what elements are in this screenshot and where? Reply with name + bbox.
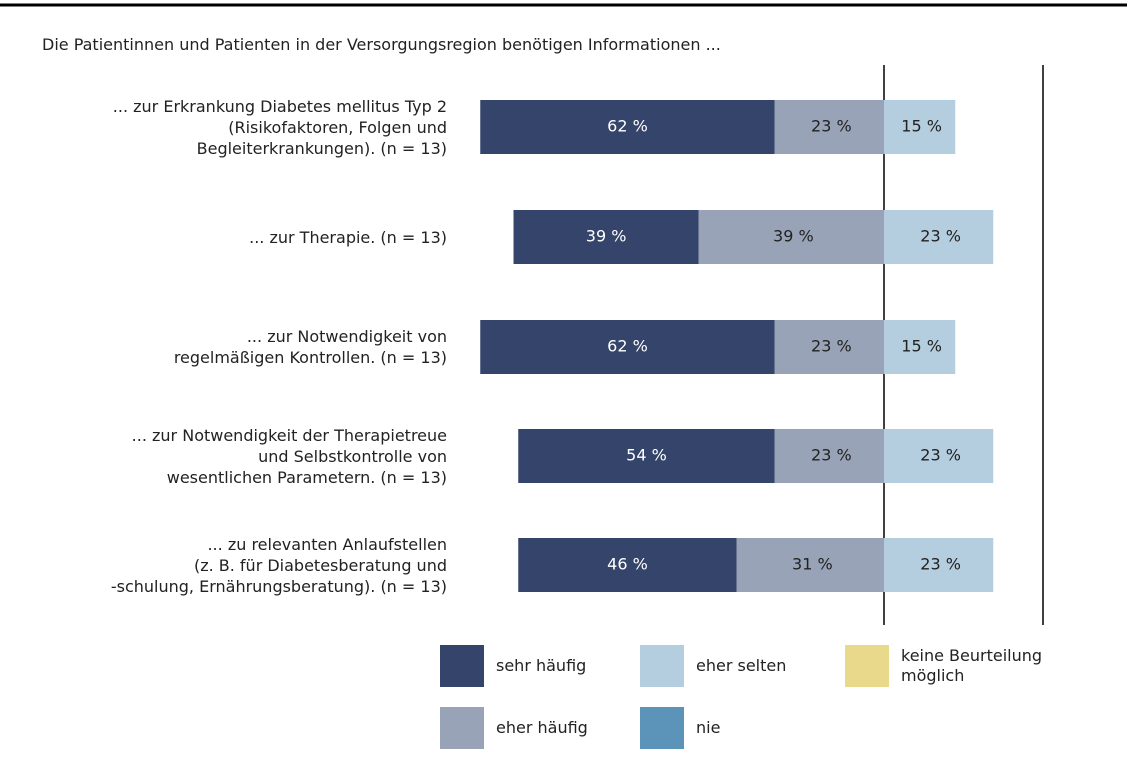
bar-segment	[736, 538, 884, 592]
bar-segment	[518, 538, 737, 592]
value-label: 23 %	[811, 446, 852, 465]
legend-label: eher häufig	[496, 718, 588, 737]
legend-label: eher selten	[696, 656, 787, 675]
bar-segment	[518, 429, 775, 483]
bar-segment	[480, 320, 775, 374]
value-label: 46 %	[607, 555, 648, 574]
value-label: 23 %	[920, 446, 961, 465]
chart-title: Die Patientinnen und Patienten in der Ve…	[42, 35, 721, 54]
bar-segment	[884, 538, 994, 592]
legend-label: keine Beurteilung möglich	[901, 646, 1043, 685]
legend-swatch	[640, 645, 684, 687]
value-label: 31 %	[792, 555, 833, 574]
value-label: 62 %	[607, 337, 648, 356]
value-label: 54 %	[626, 446, 667, 465]
bar-segment	[884, 100, 956, 154]
bar-segment	[884, 429, 994, 483]
value-label: 23 %	[920, 227, 961, 246]
value-label: 62 %	[607, 117, 648, 136]
category-label: ... zur Notwendigkeit der Therapietreue …	[131, 425, 447, 487]
bar-segment	[774, 429, 884, 483]
bar-segment	[513, 210, 699, 264]
category-label: ... zur Therapie. (n = 13)	[249, 227, 447, 247]
legend-label: nie	[696, 718, 721, 737]
category-label: ... zur Notwendigkeit von regelmäßigen K…	[173, 327, 447, 367]
value-label: 23 %	[920, 555, 961, 574]
category-label: ... zur Erkrankung Diabetes mellitus Typ…	[112, 96, 447, 158]
legend-swatch	[440, 645, 484, 687]
value-label: 15 %	[901, 117, 942, 136]
bar-segment	[884, 320, 956, 374]
bar-segment	[774, 100, 884, 154]
category-label: ... zu relevanten Anlaufstellen (z. B. f…	[110, 534, 447, 596]
legend-swatch	[440, 707, 484, 749]
bar-segment	[480, 100, 775, 154]
bar-segment	[698, 210, 884, 264]
value-label: 15 %	[901, 337, 942, 356]
bar-segment	[884, 210, 994, 264]
value-label: 23 %	[811, 337, 852, 356]
legend-swatch	[845, 645, 889, 687]
bar-segment	[774, 320, 884, 374]
legend-label: sehr häufig	[496, 656, 587, 675]
value-label: 39 %	[773, 227, 814, 246]
value-label: 39 %	[586, 227, 627, 246]
value-label: 23 %	[811, 117, 852, 136]
legend-swatch	[640, 707, 684, 749]
